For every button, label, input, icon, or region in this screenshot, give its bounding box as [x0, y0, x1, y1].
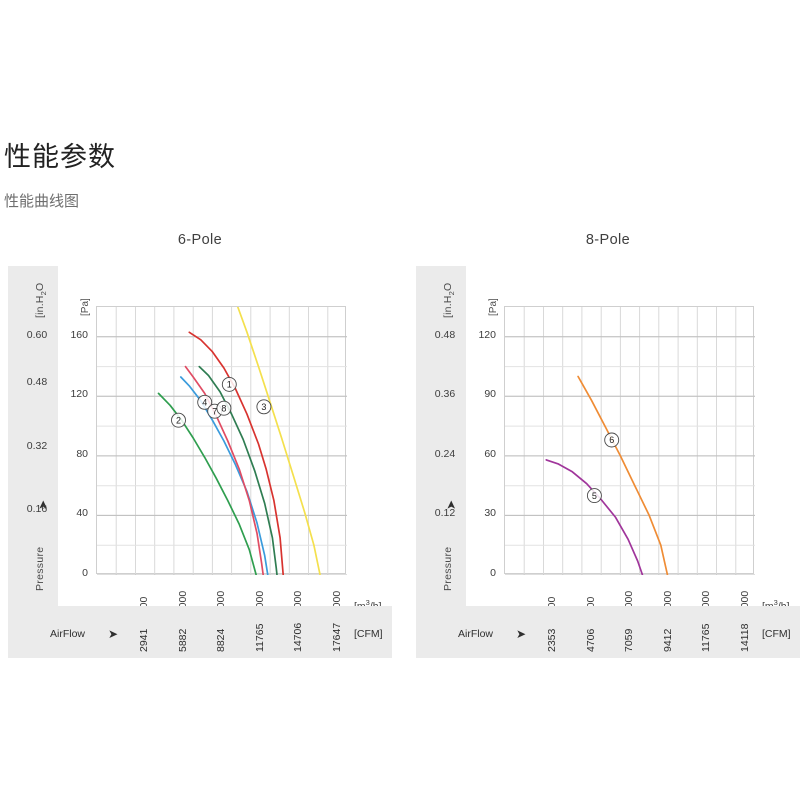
y-tick-inh2o: 0.60: [26, 328, 48, 341]
page-title: 性能参数: [4, 142, 116, 172]
x-tick-cfm: 11765: [253, 623, 266, 652]
y-tick-pa: 0: [82, 567, 88, 579]
y-tick-inh2o: 0.12: [434, 507, 456, 520]
y-tick-inh2o: 0.24: [434, 447, 456, 460]
curve-marker-8: 8: [216, 400, 232, 416]
svg-text:8: 8: [221, 403, 226, 413]
svg-text:6: 6: [609, 435, 614, 445]
chart-title-chart-8-pole: 8-Pole: [585, 232, 631, 248]
curve-marker-6: 6: [604, 432, 620, 448]
x-tick-cfm: 8824: [215, 628, 228, 652]
x-tick-cfm: 7059: [623, 628, 636, 652]
page-header: 性能参数 性能曲线图: [4, 140, 504, 212]
y-tick-pa: 120: [478, 328, 496, 341]
curve-2: [157, 392, 258, 575]
y-tick-pa: 0: [490, 567, 496, 579]
x-tick-cfm: 11765: [700, 623, 713, 652]
curve-marker-3: 3: [256, 399, 272, 415]
chart-block-8-pole: 8-Pole [in.H2O [Pa] Pressure ➤ 120 90 60 30 0 0.48…: [412, 232, 800, 672]
svg-text:2: 2: [176, 415, 181, 425]
y-axis-unit-pa: [Pa]: [80, 298, 91, 316]
curve-8: [198, 365, 278, 575]
chart-frame-chart-8-pole: [in.H2O [Pa] Pressure ➤ 120 90 60 30 0 0.48 0.36 0.…: [416, 266, 800, 658]
cfm-band: AirFlow ➤ 2353 4706 7059 9412 11765 14118 [CFM]: [416, 606, 800, 658]
curve-4: [179, 376, 269, 575]
curve-marker-2: 2: [171, 412, 186, 428]
chart-block-6-pole: 6-Pole [in.H2O [Pa] Pressure ➤ 160 120 80 40 0 0.6…: [4, 232, 396, 672]
curve-marker-4: 4: [197, 394, 213, 410]
y-tick-inh2o: 0.48: [26, 376, 48, 389]
y-tick-pa: 30: [484, 507, 496, 520]
x-tick-cfm: 17647: [330, 622, 343, 652]
curve-1: [188, 331, 285, 575]
performance-curves-row: 6-Pole [in.H2O [Pa] Pressure ➤ 160 120 80 40 0 0.6…: [0, 232, 800, 672]
y-axis-unit-inh2o: [in.H2O: [34, 282, 49, 318]
cfm-band: AirFlow ➤ 2941 5882 8824 11765 14706 17647 [CFM]: [8, 606, 392, 658]
y-axis-unit-pa: [Pa]: [488, 298, 499, 316]
x-axis-title: AirFlow: [50, 628, 86, 640]
x-tick-cfm: 9412: [661, 628, 674, 652]
y-tick-pa: 80: [76, 447, 88, 460]
curve-6: [577, 375, 669, 575]
chart-title-chart-6-pole: 6-Pole: [177, 232, 223, 248]
x-tick-cfm: 14706: [292, 622, 305, 652]
y-axis-title: Pressure: [34, 546, 46, 591]
y-tick-pa: 160: [70, 328, 88, 341]
x-tick-cfm: 14118: [738, 623, 751, 652]
y-tick-inh2o: 0.48: [434, 328, 456, 341]
svg-text:7: 7: [212, 406, 217, 416]
svg-text:3: 3: [261, 402, 266, 412]
y-tick-inh2o: 0.36: [434, 388, 456, 401]
chart-frame-chart-6-pole: [in.H2O [Pa] Pressure ➤ 160 120 80 40 0 0.60 0.48 0…: [8, 266, 392, 658]
x-tick-cfm: 5882: [176, 628, 189, 652]
page-subtitle: 性能曲线图: [4, 193, 80, 210]
x-axis-unit-cfm: [CFM]: [762, 628, 791, 640]
y-tick-pa: 120: [70, 388, 88, 401]
x-tick-cfm: 4706: [584, 628, 597, 652]
y-tick-pa: 40: [76, 507, 88, 520]
y-tick-inh2o: 0.32: [26, 439, 48, 452]
svg-text:5: 5: [592, 491, 597, 501]
x-tick-cfm: 2941: [138, 628, 151, 652]
airflow-arrow-icon: ➤: [516, 627, 527, 641]
x-tick-cfm: 2353: [546, 628, 559, 652]
curve-marker-5: 5: [586, 488, 602, 504]
curve-marker-1: 1: [221, 376, 237, 392]
svg-text:4: 4: [202, 398, 207, 408]
y-tick-pa: 60: [484, 447, 496, 460]
x-axis-title: AirFlow: [458, 628, 494, 640]
x-axis-unit-cfm: [CFM]: [354, 628, 383, 640]
y-axis-unit-inh2o: [in.H2O: [442, 282, 457, 318]
y-tick-inh2o: 0.16: [26, 503, 48, 516]
curve-3: [236, 307, 321, 575]
y-tick-pa: 90: [484, 388, 496, 401]
curve-7: [184, 365, 265, 575]
curve-5: [545, 459, 644, 575]
svg-text:1: 1: [227, 380, 232, 390]
airflow-arrow-icon: ➤: [108, 627, 119, 641]
y-axis-title: Pressure: [442, 546, 454, 591]
